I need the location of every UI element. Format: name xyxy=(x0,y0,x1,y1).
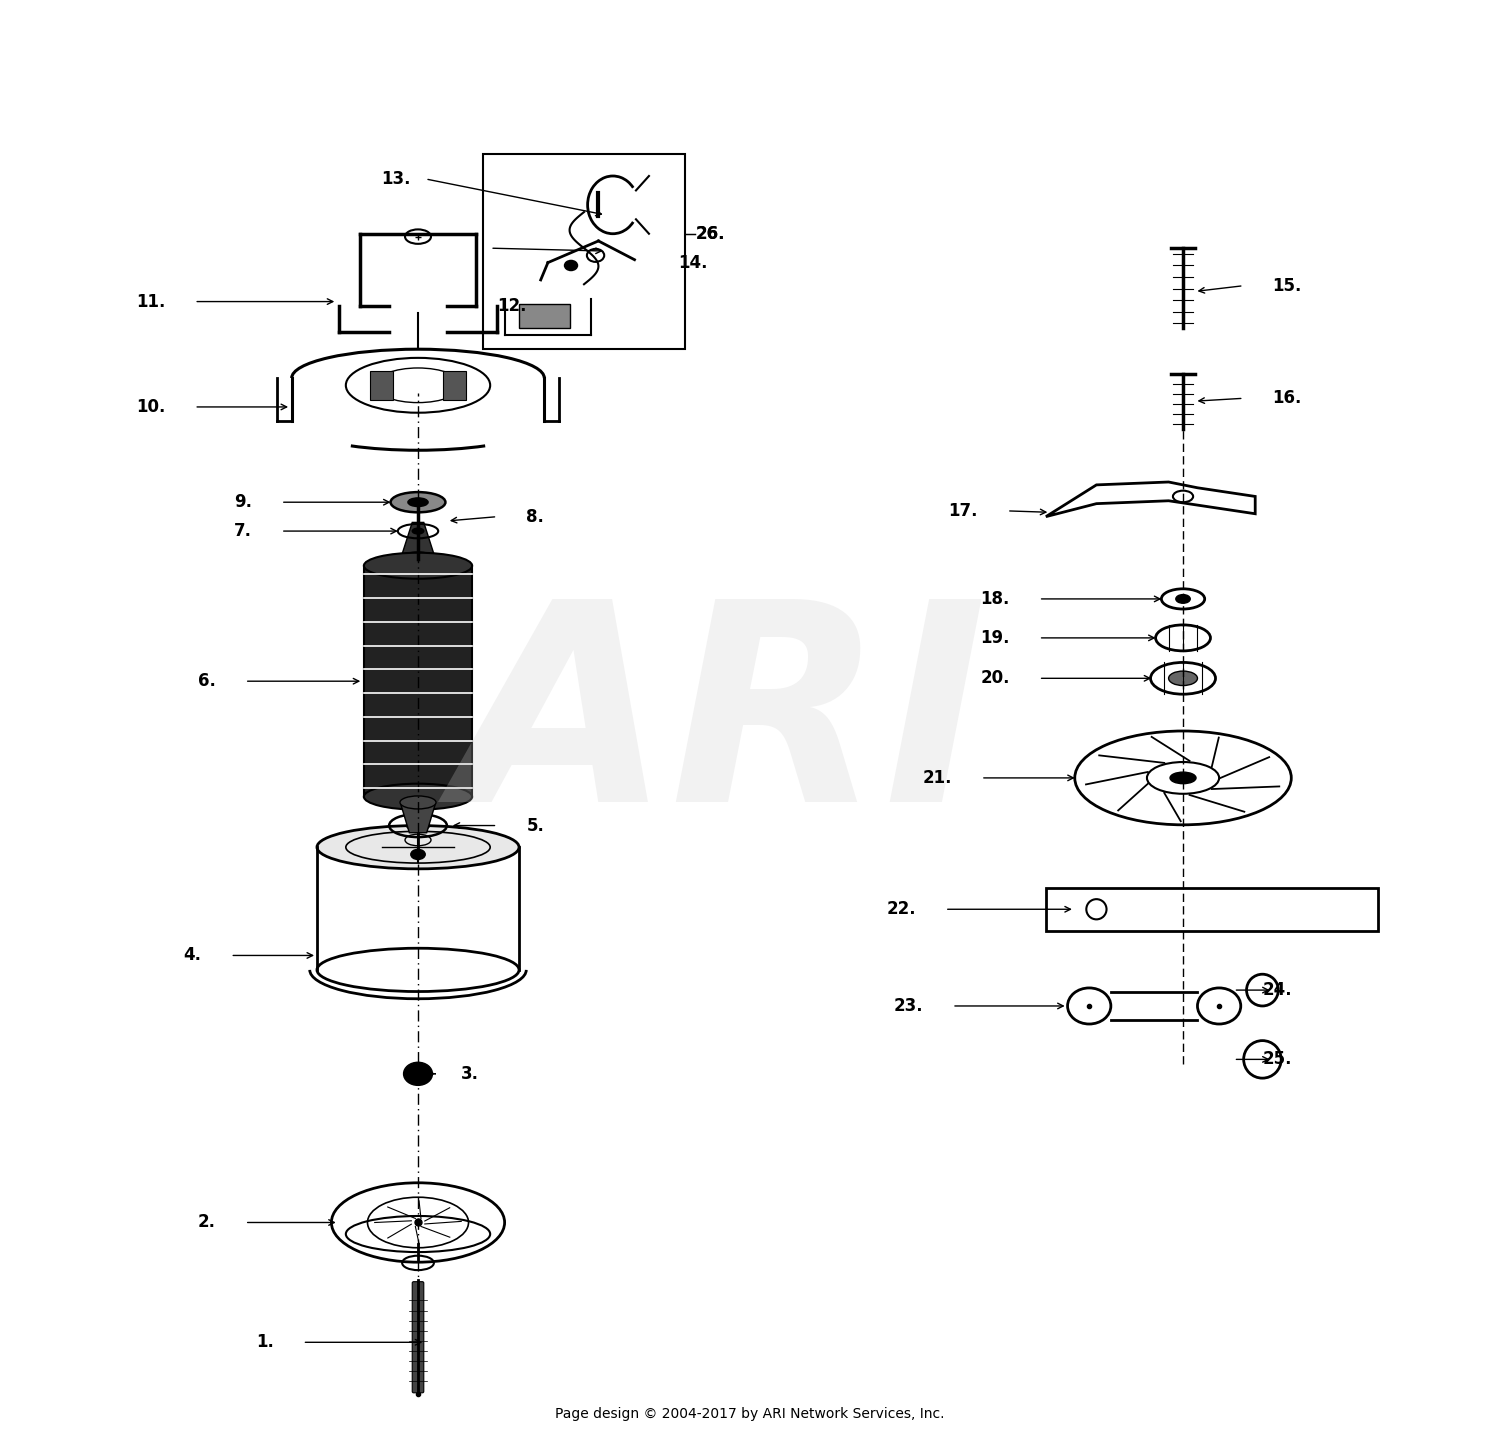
Ellipse shape xyxy=(564,259,578,271)
Ellipse shape xyxy=(364,552,472,578)
Text: 11.: 11. xyxy=(136,293,165,310)
Ellipse shape xyxy=(400,796,436,809)
Ellipse shape xyxy=(364,784,472,810)
Text: 18.: 18. xyxy=(981,590,1010,609)
Text: 7.: 7. xyxy=(234,522,252,540)
Text: 19.: 19. xyxy=(981,629,1010,646)
Ellipse shape xyxy=(404,1062,432,1085)
Text: 6.: 6. xyxy=(198,672,216,690)
Bar xyxy=(1046,888,1378,930)
Text: 17.: 17. xyxy=(948,501,978,520)
Ellipse shape xyxy=(400,552,436,565)
Text: 3.: 3. xyxy=(462,1065,480,1082)
Text: 23.: 23. xyxy=(894,997,922,1014)
Text: 26.: 26. xyxy=(694,225,724,243)
Ellipse shape xyxy=(406,820,429,830)
Text: 22.: 22. xyxy=(886,900,916,919)
Text: 5.: 5. xyxy=(526,817,544,835)
Text: 1.: 1. xyxy=(256,1333,273,1352)
Bar xyxy=(483,155,686,349)
Text: 20.: 20. xyxy=(981,669,1010,687)
Ellipse shape xyxy=(411,849,424,859)
Text: 2.: 2. xyxy=(198,1213,216,1232)
Text: 21.: 21. xyxy=(922,769,952,787)
Bar xyxy=(364,565,472,797)
Ellipse shape xyxy=(1168,671,1197,685)
Text: 25.: 25. xyxy=(1263,1051,1292,1068)
Bar xyxy=(519,304,570,327)
Text: 14.: 14. xyxy=(678,254,708,271)
Ellipse shape xyxy=(390,493,445,513)
Text: 26.: 26. xyxy=(694,225,724,243)
FancyBboxPatch shape xyxy=(413,1282,424,1392)
Ellipse shape xyxy=(316,826,519,869)
Polygon shape xyxy=(400,523,435,558)
Ellipse shape xyxy=(408,498,428,507)
Text: 16.: 16. xyxy=(1272,390,1302,407)
Text: ARI: ARI xyxy=(454,590,987,859)
Text: 9.: 9. xyxy=(234,493,252,511)
Bar xyxy=(370,371,393,400)
Polygon shape xyxy=(400,804,435,833)
Text: 24.: 24. xyxy=(1263,981,1292,1000)
Ellipse shape xyxy=(1176,594,1191,603)
Text: 13.: 13. xyxy=(381,170,411,188)
Text: 10.: 10. xyxy=(136,398,165,416)
Text: Page design © 2004-2017 by ARI Network Services, Inc.: Page design © 2004-2017 by ARI Network S… xyxy=(555,1407,945,1421)
Text: 15.: 15. xyxy=(1272,277,1302,294)
Ellipse shape xyxy=(413,529,424,535)
Text: 4.: 4. xyxy=(183,946,201,965)
Ellipse shape xyxy=(1170,772,1196,784)
Bar xyxy=(442,371,465,400)
Text: 12.: 12. xyxy=(498,297,526,314)
Text: 8.: 8. xyxy=(526,507,544,526)
